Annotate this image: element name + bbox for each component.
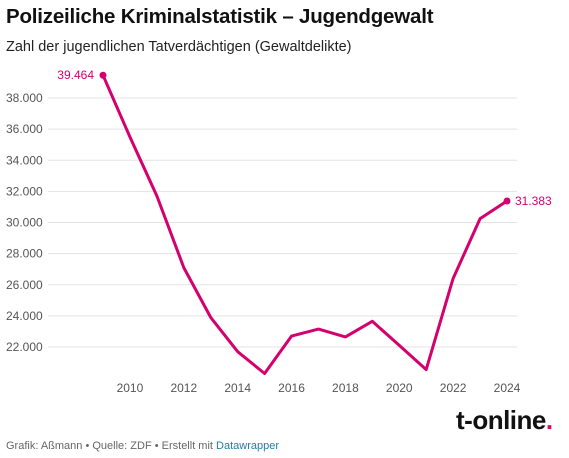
y-tick-label: 38.000 [6, 91, 43, 105]
x-tick-label: 2014 [224, 381, 251, 395]
y-tick-label: 26.000 [6, 278, 43, 292]
gridlines [48, 97, 517, 348]
x-tick-label: 2010 [117, 381, 144, 395]
y-tick-label: 30.000 [6, 216, 43, 230]
logo-dot: . [545, 405, 553, 435]
x-axis-ticks: 2010 2012 2014 2016 2018 2020 2022 2024 [117, 381, 521, 395]
footer-credit: Grafik: Aßmann • Quelle: ZDF • Erstellt … [6, 440, 279, 452]
data-point [503, 197, 511, 205]
datawrapper-link[interactable]: Datawrapper [216, 440, 280, 452]
data-points [99, 71, 511, 205]
x-tick-label: 2022 [440, 381, 467, 395]
x-tick-label: 2018 [332, 381, 359, 395]
y-tick-label: 22.000 [6, 340, 43, 354]
series-line [101, 73, 509, 375]
y-tick-label: 28.000 [6, 247, 43, 261]
chart-subtitle: Zahl der jugendlichen Tatverdächtigen (G… [6, 39, 352, 55]
x-tick-label: 2016 [278, 381, 305, 395]
x-tick-label: 2012 [170, 381, 197, 395]
y-tick-label: 24.000 [6, 309, 43, 323]
data-labels: 39.464 31.383 [57, 68, 552, 208]
t-online-logo: t-online. [456, 405, 553, 436]
x-tick-label: 2020 [386, 381, 413, 395]
y-axis-ticks: 22.000 24.000 26.000 28.000 30.000 32.000 34.0… [6, 91, 43, 354]
data-label: 31.383 [515, 194, 552, 208]
data-point [99, 71, 107, 79]
footer-credit-text: Grafik: Aßmann • Quelle: ZDF • Erstellt … [6, 440, 217, 452]
y-tick-label: 34.000 [6, 153, 43, 167]
data-label: 39.464 [57, 68, 94, 82]
x-tick-label: 2024 [494, 381, 521, 395]
chart-title: Polizeiliche Kriminalstatistik – Jugendg… [6, 5, 434, 28]
logo-text: t-online [456, 405, 546, 435]
y-tick-label: 32.000 [6, 184, 43, 198]
y-tick-label: 36.000 [6, 122, 43, 136]
